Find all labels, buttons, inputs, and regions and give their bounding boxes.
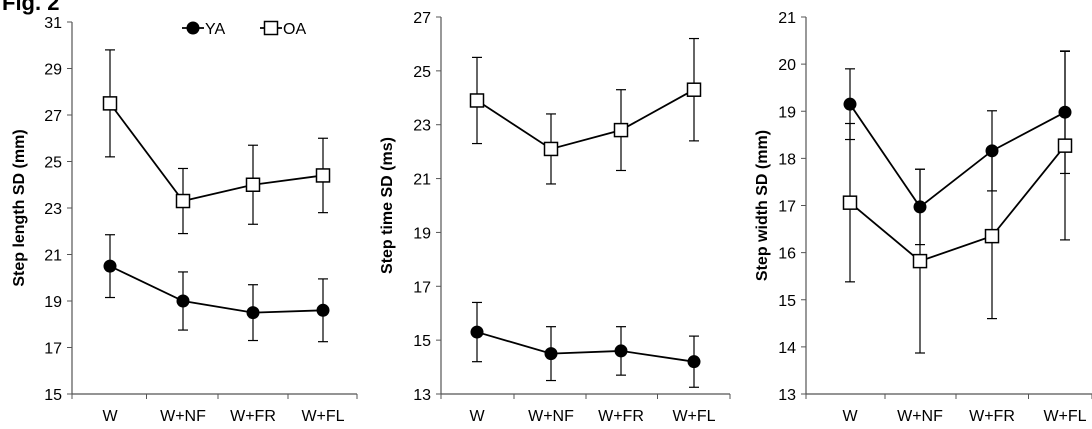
data-point bbox=[686, 82, 702, 97]
chart-panel-1: 15 17 19 21 23 25 27 29 31 W W+NF W+FR W+FL Step leng… bbox=[11, 15, 358, 425]
series-ya bbox=[843, 50, 1072, 246]
legend: YA OA bbox=[182, 20, 306, 38]
series-oa bbox=[842, 50, 1073, 354]
data-point bbox=[543, 141, 559, 157]
y-tick-label: 23 bbox=[413, 118, 431, 135]
figure-label: Fig. 2 bbox=[2, 0, 60, 15]
y-tick-label: 20 bbox=[778, 57, 796, 74]
y-tick-label: 27 bbox=[413, 10, 431, 27]
y-tick-label: 21 bbox=[778, 10, 796, 27]
series-ya bbox=[470, 301, 701, 388]
data-point bbox=[103, 259, 117, 273]
y-tick-label: 17 bbox=[413, 279, 431, 296]
y-tick-label: 29 bbox=[44, 62, 62, 79]
y-tick-label: 16 bbox=[778, 246, 796, 263]
y-tick-label: 13 bbox=[778, 387, 796, 404]
data-point bbox=[613, 122, 629, 138]
y-tick-label: 14 bbox=[778, 340, 796, 357]
x-tick-label: W+NF bbox=[528, 408, 574, 425]
series-oa bbox=[469, 37, 702, 185]
legend-marker bbox=[263, 20, 279, 36]
data-point bbox=[614, 344, 628, 358]
y-tick-label: 17 bbox=[44, 341, 62, 358]
chart-panel-2: 13 15 17 19 21 23 25 27 W W+NF W+FR W+FL Step time S… bbox=[379, 10, 731, 425]
chart-panel-3: 13 14 15 16 17 18 19 20 21 W W+NF W+FR W+FL Step widt… bbox=[754, 10, 1092, 425]
y-tick-label: 13 bbox=[413, 387, 431, 404]
data-point bbox=[316, 303, 330, 317]
y-tick-label: 15 bbox=[413, 333, 431, 350]
series-line bbox=[476, 88, 695, 150]
y-tick-label: 31 bbox=[44, 15, 62, 32]
data-point bbox=[912, 253, 928, 269]
data-point bbox=[175, 193, 191, 209]
data-point bbox=[843, 97, 857, 111]
y-tick-label: 19 bbox=[413, 225, 431, 242]
data-point bbox=[469, 93, 485, 108]
y-tick-label: 15 bbox=[44, 387, 62, 404]
y-tick-label: 21 bbox=[413, 172, 431, 189]
y-tick-label: 19 bbox=[778, 104, 796, 121]
x-tick-label: W+NF bbox=[160, 408, 206, 425]
legend-label: OA bbox=[283, 21, 306, 38]
data-point bbox=[544, 347, 558, 361]
x-tick-label: W+FR bbox=[230, 408, 276, 425]
y-tick-label: 18 bbox=[778, 151, 796, 168]
y-tick-label: 19 bbox=[44, 294, 62, 311]
x-tick-label: W+FR bbox=[969, 408, 1015, 425]
y-tick-label: 21 bbox=[44, 248, 62, 265]
data-point bbox=[1057, 138, 1073, 153]
series-line bbox=[849, 145, 1066, 263]
data-point bbox=[984, 228, 1000, 244]
data-point bbox=[470, 325, 484, 339]
data-point bbox=[687, 355, 701, 369]
y-axis-label: Step length SD (mm) bbox=[11, 129, 28, 286]
x-tick-label: W+FL bbox=[301, 408, 344, 425]
x-tick-label: W+FR bbox=[598, 408, 644, 425]
y-axis-label: Step width SD (mm) bbox=[754, 130, 771, 281]
x-tick-label: W+FL bbox=[1043, 408, 1086, 425]
series-oa bbox=[102, 49, 331, 235]
data-point bbox=[102, 96, 118, 111]
x-tick-label: W+NF bbox=[897, 408, 943, 425]
y-tick-label: 25 bbox=[44, 155, 62, 172]
x-tick-label: W bbox=[102, 408, 118, 425]
y-tick-label: 15 bbox=[778, 293, 796, 310]
data-point bbox=[245, 177, 261, 192]
series-line bbox=[109, 102, 324, 203]
y-tick-label: 25 bbox=[413, 64, 431, 81]
legend-marker bbox=[186, 21, 200, 35]
series-ya bbox=[103, 234, 330, 343]
series-line bbox=[476, 331, 695, 363]
x-tick-label: W bbox=[842, 408, 858, 425]
data-point bbox=[315, 168, 331, 183]
x-tick-label: W+FL bbox=[672, 408, 715, 425]
series-line bbox=[849, 103, 1066, 209]
y-axis-label: Step time SD (ms) bbox=[379, 137, 396, 274]
series-line bbox=[109, 265, 324, 314]
y-tick-label: 17 bbox=[778, 199, 796, 216]
data-point bbox=[246, 306, 260, 320]
legend-label: YA bbox=[205, 21, 225, 38]
x-tick-label: W bbox=[469, 408, 485, 425]
y-tick-label: 27 bbox=[44, 108, 62, 125]
data-point bbox=[842, 195, 858, 210]
y-tick-label: 23 bbox=[44, 201, 62, 218]
data-point bbox=[176, 294, 190, 308]
